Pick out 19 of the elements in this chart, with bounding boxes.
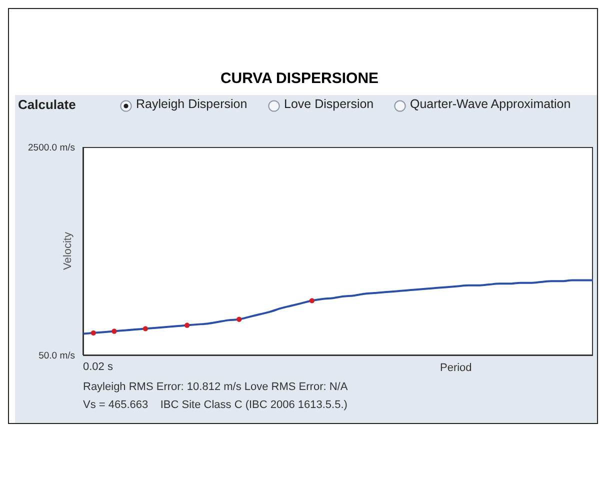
point: [184, 322, 190, 328]
text: Rayleigh RMS Error: 10.812 m/s Love RMS Error: N/A: [83, 381, 348, 393]
line-series: [82, 279, 594, 335]
text: Rayleigh Dispersion: [136, 97, 248, 111]
point: [90, 330, 96, 336]
y-axis-title: Velocity: [62, 232, 74, 270]
chart-title: CURVA DISPERSIONE: [219, 70, 380, 87]
text: Vs = 465.663 IBC Site Class C (IBC 2006 1613.5.5.): [83, 399, 348, 411]
text: Love Dispersion: [284, 97, 374, 111]
point: [112, 328, 117, 334]
point: [142, 326, 148, 332]
y-tick-label: 50.0 m/s: [38, 350, 76, 362]
text: Quarter-Wave Approximation: [410, 97, 571, 111]
point: [236, 316, 242, 322]
point: [309, 298, 315, 304]
text: 0.02 s: [83, 361, 113, 373]
y-tick-label: 2500.0 m/s: [28, 142, 76, 154]
x-axis-title: Period: [440, 362, 472, 374]
text: Calculate: [18, 97, 76, 112]
